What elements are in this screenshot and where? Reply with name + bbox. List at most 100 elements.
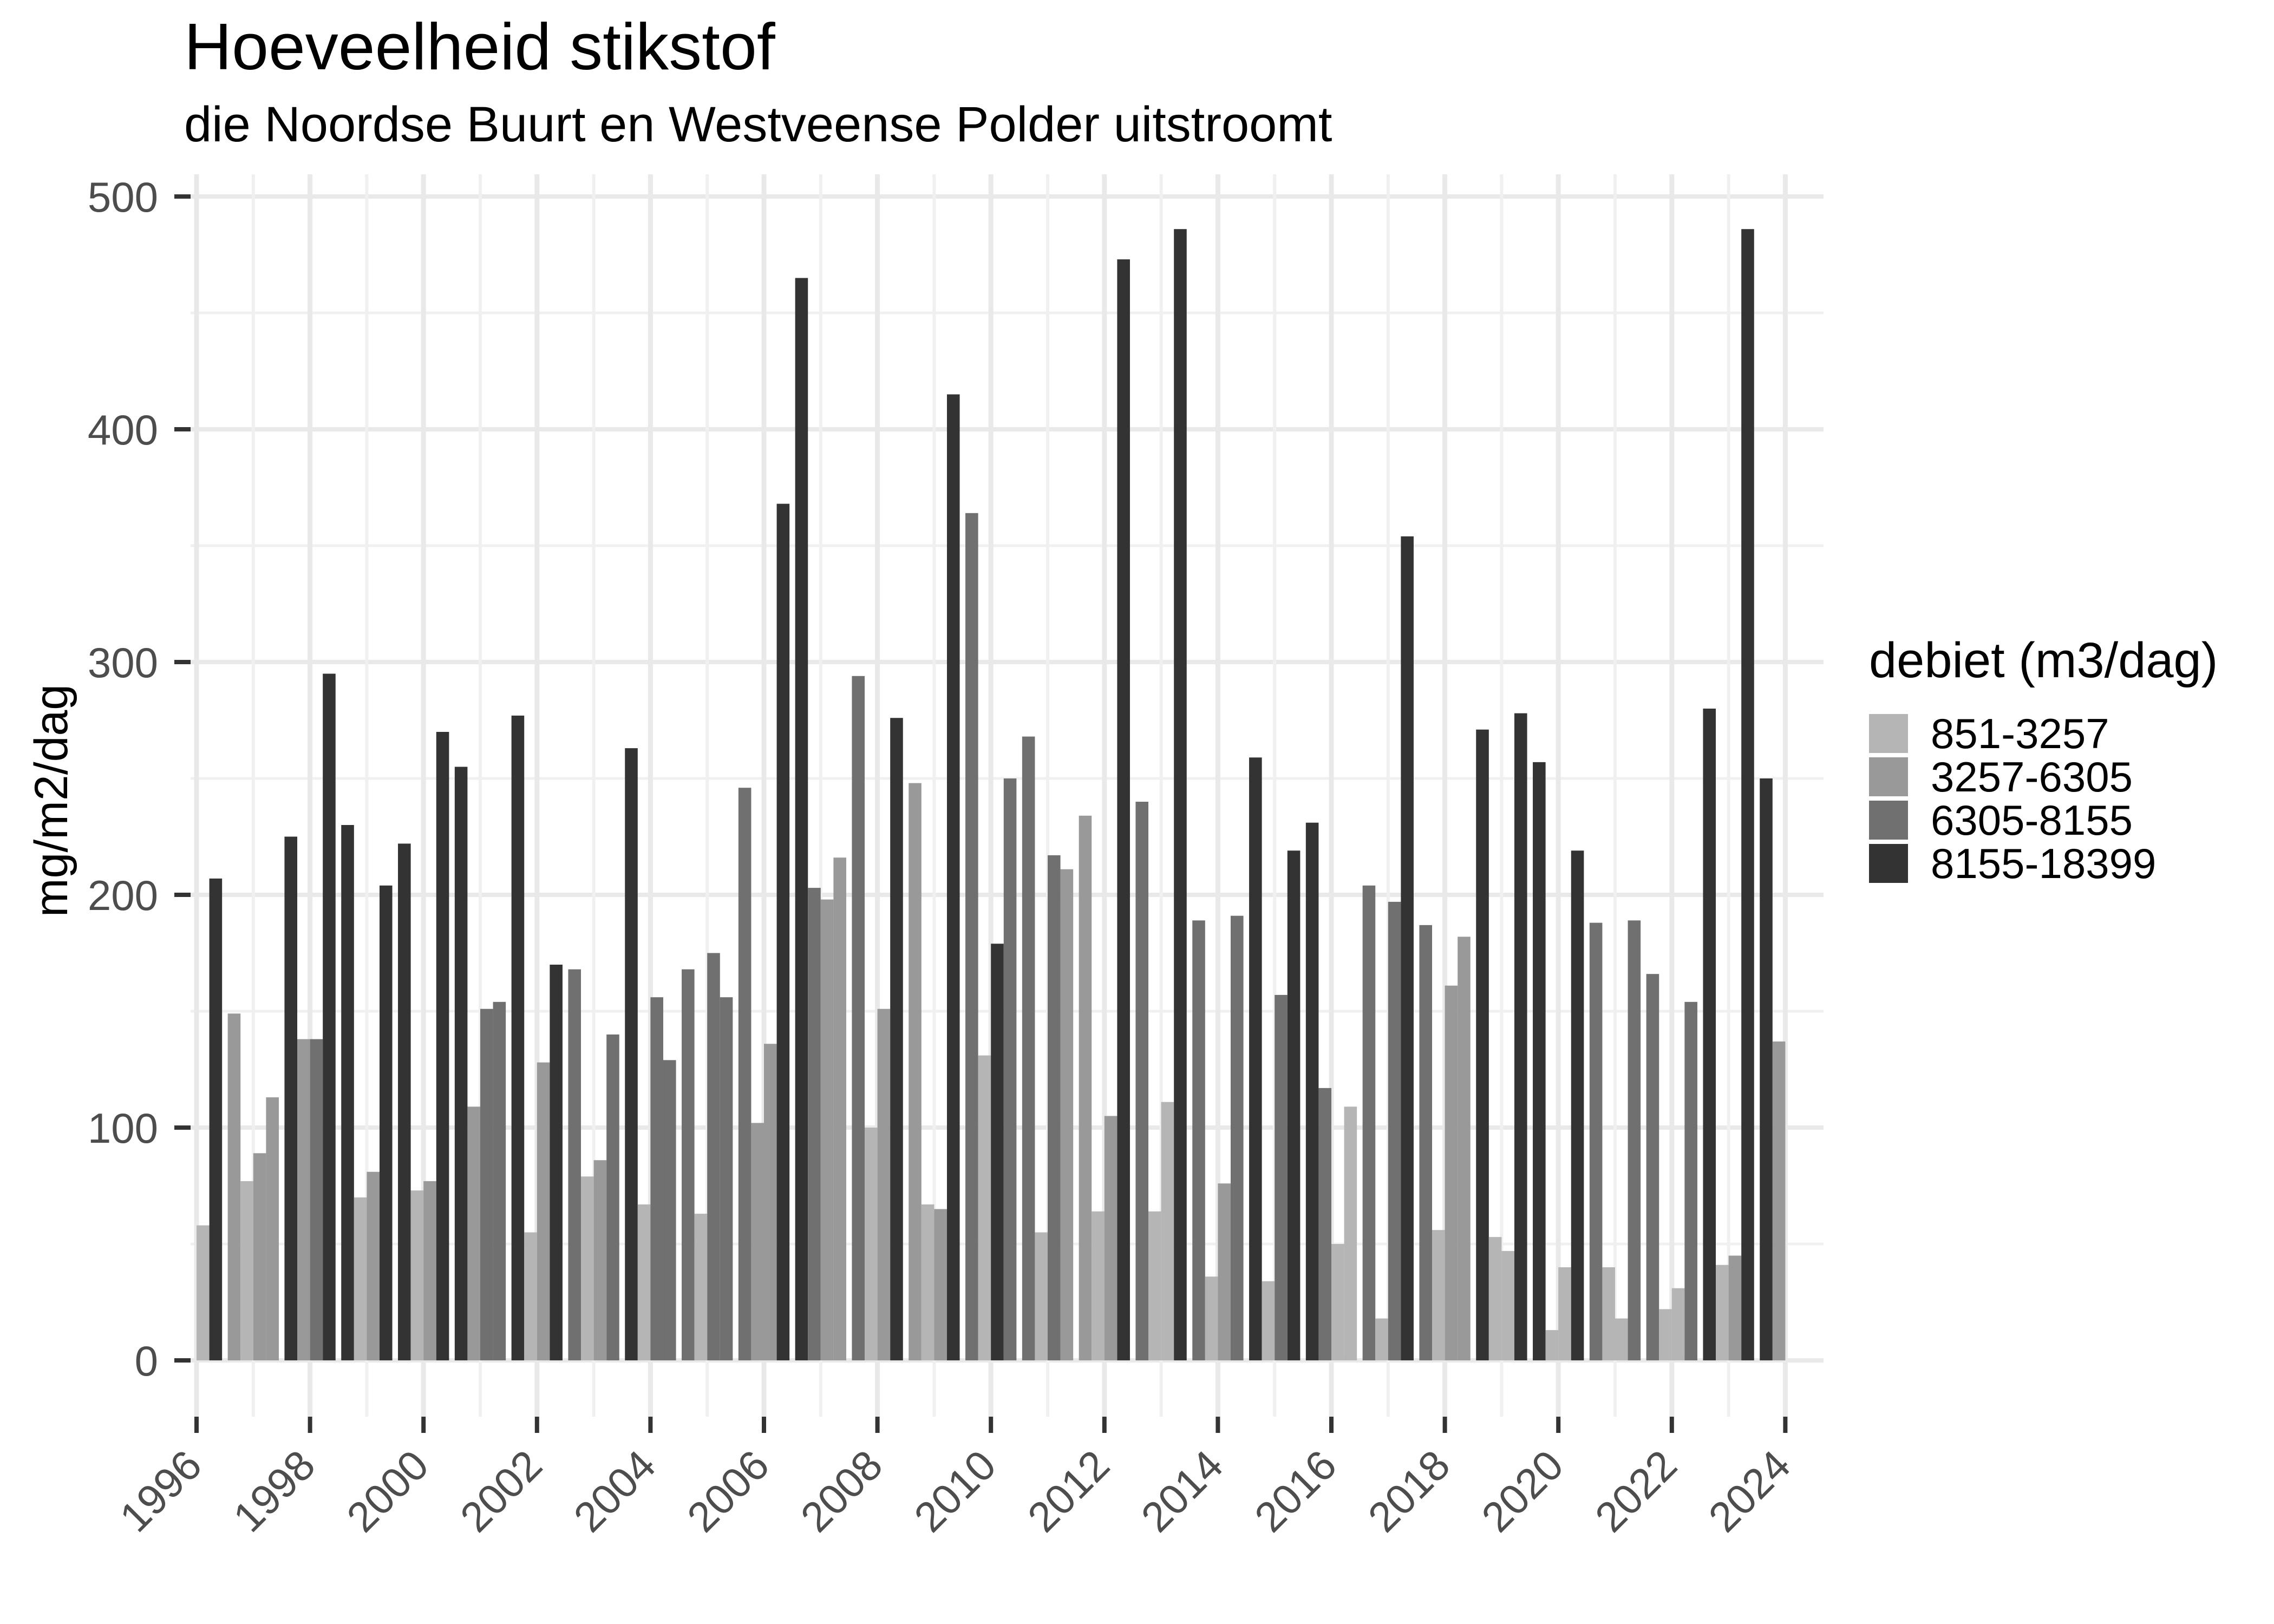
bar-1998-3257-6305 [297, 1039, 310, 1360]
bar-2009-851-3257 [921, 1204, 935, 1360]
bar-2003-3257-6305 [593, 1160, 607, 1360]
bar-2024-8155-18399 [1760, 778, 1773, 1360]
bar-2023-851-3257 [1716, 1265, 1729, 1360]
bar-2018-851-3257 [1432, 1230, 1445, 1360]
bar-1998-8155-18399 [323, 673, 336, 1360]
legend-item: 6305-8155 [1869, 796, 2218, 844]
bar-2014-851-3257 [1205, 1276, 1218, 1360]
bar-1998-8155-18399 [284, 836, 298, 1360]
bar-2010-8155-18399 [991, 944, 1004, 1360]
legend-label: 6305-8155 [1931, 796, 2133, 844]
bar-2023-8155-18399 [1703, 709, 1716, 1360]
bar-2007-3257-6305 [820, 899, 834, 1360]
bar-2000-8155-18399 [436, 732, 449, 1360]
x-tick-label: 2020 [1472, 1441, 1572, 1541]
bar-2001-8155-18399 [454, 767, 468, 1360]
bar-2005-6305-8155 [682, 969, 695, 1360]
bar-2007-3257-6305 [833, 857, 846, 1360]
bar-2002-851-3257 [524, 1232, 537, 1360]
bar-1999-3257-6305 [367, 1171, 380, 1360]
bar-2008-6305-8155 [852, 676, 865, 1360]
bar-2010-851-3257 [978, 1055, 991, 1360]
bar-2010-6305-8155 [1003, 778, 1017, 1360]
bar-2004-8155-18399 [625, 748, 638, 1360]
bar-2020-851-3257 [1558, 1267, 1571, 1360]
bar-2014-3257-6305 [1218, 1183, 1231, 1360]
bar-2016-851-3257 [1331, 1244, 1344, 1360]
bar-2024-3257-6305 [1772, 1041, 1786, 1360]
bar-2013-6305-8155 [1135, 802, 1149, 1360]
bar-1999-8155-18399 [341, 825, 354, 1360]
bar-2008-851-3257 [865, 1128, 878, 1360]
bar-2018-6305-8155 [1419, 925, 1433, 1360]
bar-2017-6305-8155 [1388, 901, 1401, 1360]
bar-1996-851-3257 [197, 1225, 210, 1360]
legend-swatch [1869, 801, 1908, 840]
bar-2019-8155-18399 [1476, 729, 1489, 1360]
bar-2013-851-3257 [1161, 1102, 1174, 1360]
bar-1996-8155-18399 [209, 878, 223, 1360]
bar-1997-3257-6305 [227, 1013, 241, 1360]
bar-2001-6305-8155 [480, 1009, 493, 1360]
bar-2012-851-3257 [1092, 1211, 1105, 1360]
bar-2015-851-3257 [1262, 1281, 1275, 1360]
bar-2011-6305-8155 [1048, 855, 1061, 1360]
bar-2006-3257-6305 [751, 1123, 764, 1360]
bar-2019-851-3257 [1501, 1250, 1514, 1360]
bar-2014-6305-8155 [1230, 915, 1244, 1360]
x-tick-label: 2022 [1586, 1441, 1686, 1541]
bar-2015-8155-18399 [1249, 757, 1262, 1360]
bar-2002-3257-6305 [537, 1062, 550, 1360]
bar-2002-8155-18399 [511, 715, 525, 1360]
legend-item: 8155-18399 [1869, 840, 2218, 887]
y-tick-label: 0 [135, 1337, 158, 1385]
chart-subtitle: die Noordse Buurt en Westveense Polder u… [184, 97, 1332, 152]
bar-2008-3257-6305 [877, 1009, 891, 1360]
bar-2020-8155-18399 [1571, 850, 1584, 1360]
bar-2017-8155-18399 [1401, 536, 1414, 1360]
x-tick-label: 2006 [678, 1441, 778, 1541]
bar-2020-851-3257 [1545, 1330, 1559, 1360]
x-tick-label: 2008 [792, 1441, 892, 1541]
bar-2017-6305-8155 [1362, 885, 1376, 1360]
bar-2004-851-3257 [637, 1204, 651, 1360]
bar-1999-8155-18399 [379, 885, 393, 1360]
x-tick-label: 2012 [1018, 1441, 1119, 1541]
y-tick-label: 300 [88, 639, 158, 686]
bar-2014-6305-8155 [1192, 920, 1205, 1360]
bar-2022-6305-8155 [1684, 1001, 1697, 1360]
x-tick-label: 2018 [1359, 1441, 1459, 1541]
x-tick-label: 2010 [905, 1441, 1005, 1541]
y-tick-label: 400 [88, 406, 158, 454]
bar-2015-8155-18399 [1287, 850, 1301, 1360]
legend-item: 851-3257 [1869, 710, 2218, 757]
bar-2009-3257-6305 [909, 783, 922, 1360]
bar-2018-3257-6305 [1458, 937, 1471, 1360]
bar-2001-6305-8155 [493, 1001, 506, 1360]
legend-swatch [1869, 714, 1908, 753]
bar-2013-8155-18399 [1174, 229, 1187, 1361]
bar-2020-8155-18399 [1533, 762, 1546, 1360]
bar-2010-6305-8155 [965, 513, 978, 1360]
x-tick-label: 1996 [110, 1441, 211, 1541]
bar-2021-6305-8155 [1589, 922, 1603, 1360]
bar-2005-6305-8155 [707, 953, 720, 1360]
bar-2006-6305-8155 [738, 788, 752, 1360]
bar-2000-851-3257 [410, 1190, 424, 1360]
bar-2006-8155-18399 [776, 503, 790, 1360]
legend-swatch [1869, 844, 1908, 883]
y-tick-label: 200 [88, 872, 158, 919]
bar-2022-851-3257 [1671, 1288, 1685, 1360]
legend-items: 851-3257 3257-6305 6305-8155 8155-18399 [1869, 710, 2218, 887]
bar-2011-851-3257 [1035, 1232, 1048, 1360]
bar-2003-6305-8155 [606, 1034, 619, 1360]
x-tick-label: 2002 [451, 1441, 551, 1541]
bar-2007-8155-18399 [795, 278, 808, 1360]
legend-title: debiet (m3/dag) [1869, 633, 2218, 688]
bar-2005-851-3257 [694, 1214, 708, 1360]
bar-2021-851-3257 [1602, 1267, 1615, 1360]
x-tick-label: 2000 [337, 1441, 437, 1541]
chart-title: Hoeveelheid stikstof [184, 10, 775, 83]
